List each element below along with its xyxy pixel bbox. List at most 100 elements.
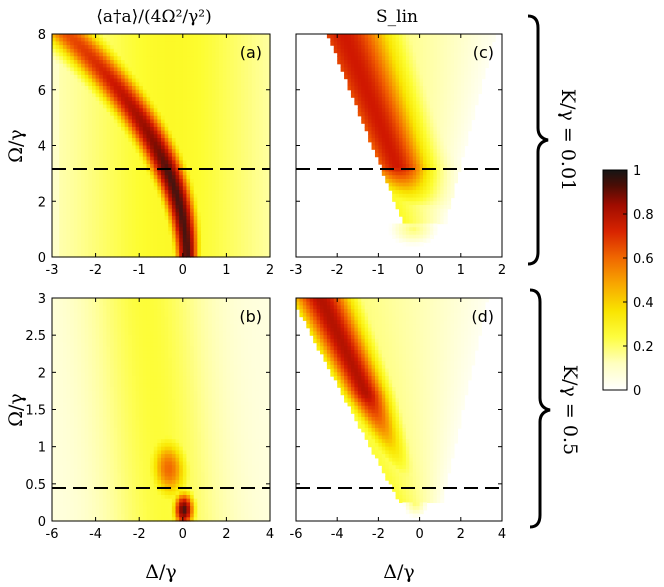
heatmap-cell [121, 216, 126, 221]
heatmap-cell [215, 182, 220, 187]
heatmap-cell [399, 37, 404, 43]
heatmap-cell [62, 152, 68, 158]
heatmap-cell [171, 242, 177, 247]
heatmap-cell [121, 149, 126, 154]
heatmap-cell [255, 230, 260, 236]
heatmap-cell [248, 227, 253, 232]
heatmap-cell [230, 93, 235, 98]
heatmap-cell [237, 126, 242, 132]
heatmap-cell [399, 123, 404, 128]
heatmap-cell [106, 201, 111, 206]
heatmap-cell [59, 230, 64, 236]
heatmap-cell [175, 219, 180, 225]
heatmap-cell [77, 89, 82, 95]
heatmap-cell [157, 238, 162, 243]
heatmap-cell [81, 141, 86, 147]
heatmap-cell [197, 126, 202, 132]
heatmap-cell [84, 201, 89, 206]
heatmap-cell [106, 45, 111, 50]
heatmap-cell [477, 48, 482, 54]
heatmap-cell [84, 82, 89, 87]
heatmap-cell [440, 34, 445, 39]
heatmap-cell [157, 219, 162, 225]
heatmap-cell [66, 78, 71, 83]
heatmap-cell [182, 67, 188, 72]
heatmap-cell [117, 164, 122, 169]
heatmap-cell [55, 186, 60, 191]
heatmap-cell [52, 115, 57, 121]
heatmap-cell [226, 41, 231, 46]
heatmap-cell [219, 71, 224, 76]
heatmap-cell [471, 74, 476, 80]
heatmap-cell [450, 126, 455, 132]
heatmap-cell [128, 82, 133, 87]
heatmap-cell [142, 104, 148, 109]
heatmap-cell [99, 41, 104, 46]
heatmap-cell [102, 145, 108, 150]
heatmap-cell [121, 115, 126, 121]
heatmap-cell [255, 156, 260, 161]
heatmap-cell [467, 48, 472, 54]
heatmap-cell [405, 149, 410, 154]
heatmap-cell [378, 145, 383, 150]
heatmap-cell [471, 108, 476, 113]
heatmap-cell [190, 115, 195, 121]
heatmap-cell [388, 175, 393, 180]
heatmap-cell [262, 253, 267, 258]
heatmap-cell [467, 123, 472, 128]
heatmap-cell [381, 97, 386, 102]
heatmap-cell [436, 164, 441, 169]
heatmap-cell [333, 45, 338, 50]
heatmap-cell [157, 178, 162, 184]
heatmap-cell [219, 86, 224, 91]
heatmap-cell [73, 130, 79, 135]
heatmap-cell [450, 82, 455, 87]
heatmap-cell [248, 223, 253, 228]
heatmap-cell [215, 123, 220, 128]
heatmap-cell [255, 201, 260, 206]
heatmap-cell [453, 112, 458, 117]
heatmap-cell [146, 108, 151, 113]
heatmap-cell [110, 82, 115, 87]
heatmap-cell [190, 208, 195, 213]
heatmap-cell [66, 108, 71, 113]
heatmap-cell [423, 138, 428, 143]
heatmap-cell [62, 134, 68, 139]
heatmap-cell [361, 52, 366, 57]
heatmap-cell [237, 245, 242, 251]
heatmap-cell [450, 134, 455, 139]
heatmap-cell [139, 104, 144, 109]
heatmap-cell [88, 193, 93, 199]
heatmap-cell [233, 123, 238, 128]
heatmap-cell [259, 97, 264, 102]
heatmap-cell [70, 108, 75, 113]
heatmap-cell [200, 160, 206, 165]
heatmap-cell [392, 52, 397, 57]
heatmap-cell [157, 119, 162, 124]
heatmap-cell [237, 208, 242, 213]
heatmap-cell [467, 67, 472, 72]
heatmap-cell [161, 253, 166, 258]
heatmap-cell [113, 138, 118, 143]
heatmap-cell [395, 97, 400, 102]
heatmap-cell [91, 219, 97, 225]
heatmap-cell [81, 219, 86, 225]
heatmap-cell [62, 227, 68, 232]
heatmap-cell [190, 197, 195, 202]
heatmap-cell [77, 82, 82, 87]
heatmap-cell [70, 164, 75, 169]
heatmap-cell [457, 41, 462, 46]
heatmap-cell [131, 60, 137, 65]
heatmap-cell [259, 119, 264, 124]
heatmap-cell [447, 48, 452, 54]
heatmap-cell [135, 41, 140, 46]
heatmap-cell [255, 60, 260, 65]
heatmap-cell [484, 41, 489, 46]
heatmap-cell [426, 100, 431, 106]
heatmap-cell [197, 45, 202, 50]
heatmap-cell [215, 223, 220, 228]
heatmap-cell [357, 52, 362, 57]
heatmap-cell [371, 78, 376, 83]
heatmap-cell [381, 134, 386, 139]
heatmap-cell [381, 160, 386, 165]
